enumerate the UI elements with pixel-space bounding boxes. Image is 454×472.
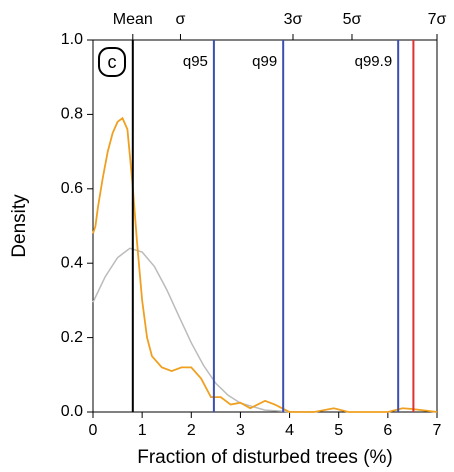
top-tick-label: 3σ [284, 11, 303, 28]
x-tick-label: 0 [89, 422, 98, 439]
x-tick-label: 6 [383, 422, 392, 439]
x-tick-label: 2 [187, 422, 196, 439]
x-tick-label: 4 [285, 422, 294, 439]
top-tick-label: Mean [113, 11, 153, 28]
density-line [92, 247, 315, 413]
vline-label: q99 [252, 53, 277, 70]
plot-frame [92, 39, 438, 413]
top-tick-label: 7σ [428, 11, 447, 28]
y-tick-label: 0.2 [61, 329, 83, 346]
top-tick-label: 5σ [343, 11, 362, 28]
y-tick-label: 0.8 [61, 106, 83, 123]
x-tick-label: 7 [433, 422, 442, 439]
x-tick-label: 5 [334, 422, 343, 439]
x-tick-label: 1 [138, 422, 147, 439]
vline-label: q95 [183, 53, 208, 70]
y-tick-label: 0.0 [61, 403, 83, 420]
top-tick-label: σ [176, 11, 186, 28]
x-tick-label: 3 [236, 422, 245, 439]
y-tick-label: 1.0 [61, 31, 83, 48]
density-line [92, 116, 438, 413]
x-axis-label: Fraction of disturbed trees (%) [137, 447, 393, 468]
vline-label: q99.9 [355, 53, 393, 70]
panel-label-box [98, 47, 126, 77]
panel-label: c [108, 52, 117, 72]
y-tick-label: 0.6 [61, 180, 83, 197]
y-axis-label: Density [9, 194, 30, 258]
y-tick-label: 0.4 [61, 254, 83, 271]
